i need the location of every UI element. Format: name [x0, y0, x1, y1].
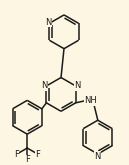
Text: N: N: [45, 18, 52, 27]
Text: N: N: [95, 151, 101, 161]
Text: F: F: [14, 149, 19, 159]
Text: F: F: [25, 155, 30, 164]
Text: N: N: [41, 82, 48, 90]
Text: F: F: [35, 149, 40, 159]
Text: N: N: [74, 82, 81, 90]
Text: NH: NH: [84, 96, 97, 105]
